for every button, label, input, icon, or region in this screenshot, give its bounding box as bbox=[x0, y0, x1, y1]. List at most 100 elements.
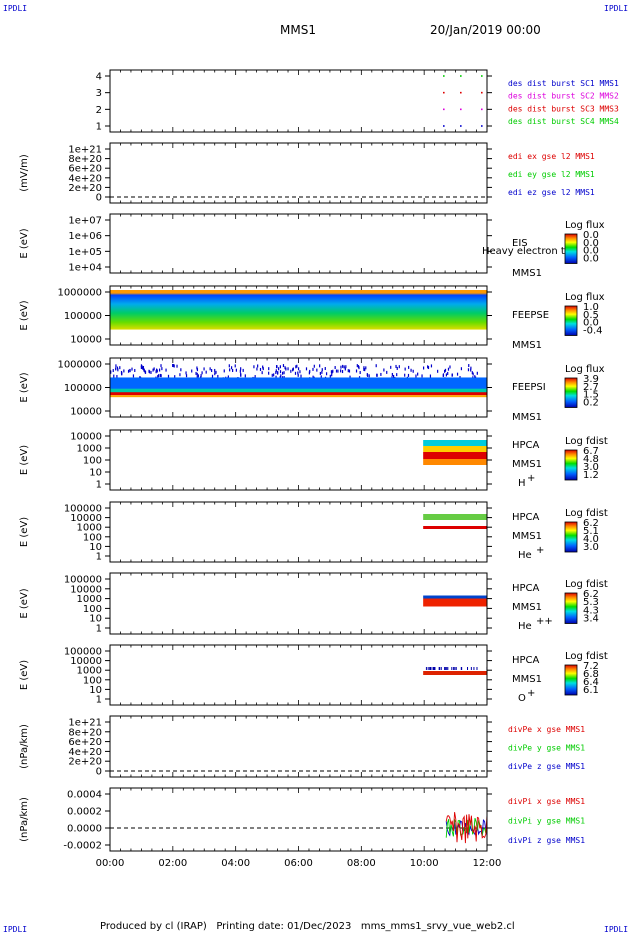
colorbar-tick-label: 5.1 bbox=[583, 526, 599, 537]
feepsi-band-orange bbox=[110, 395, 487, 398]
feepsi-speck bbox=[196, 375, 198, 379]
y-tick-label: 1 bbox=[96, 122, 102, 133]
x-tick-label: 08:00 bbox=[347, 858, 376, 869]
feepsi-speck bbox=[200, 374, 202, 378]
feepsi-speck bbox=[131, 367, 133, 371]
hpca-band bbox=[423, 459, 487, 465]
y-tick-label: 1 bbox=[96, 552, 102, 563]
panel-frame bbox=[109, 715, 488, 778]
feepsi-speck bbox=[376, 373, 378, 377]
feepsi-speck bbox=[214, 368, 216, 372]
x-axis-labels: 00:00 02:00 04:00 06:00 08:00 10:00 12:00 bbox=[96, 858, 502, 869]
legend-entry: edi ex gse l2 MMS1 bbox=[508, 152, 595, 161]
feepsi-speck bbox=[444, 368, 447, 372]
hpca-speck bbox=[473, 667, 475, 670]
colorbar-tick-label: 4.3 bbox=[583, 605, 599, 616]
burst-mark bbox=[481, 91, 483, 94]
spacecraft-label: MMS1 bbox=[512, 268, 542, 279]
colorbar-tick-label: 1.0 bbox=[583, 302, 599, 313]
feepsi-speck bbox=[468, 364, 470, 368]
legend-entry: divPe z gse MMS1 bbox=[508, 762, 585, 771]
feepsi-speck bbox=[174, 375, 176, 379]
feepsi-speck bbox=[467, 368, 470, 372]
colorbar-tick-label: -0.4 bbox=[583, 326, 603, 337]
feepsi-speck bbox=[348, 369, 351, 373]
legend-entry: divPi z gse MMS1 bbox=[508, 836, 585, 845]
feepsi-speck bbox=[123, 369, 125, 373]
feepsi-speck bbox=[110, 370, 112, 374]
colorbar-tick-label: 0.0 bbox=[583, 238, 599, 249]
feepsi-speck bbox=[296, 364, 298, 368]
corner-label-tl: IPDLI bbox=[3, 4, 27, 13]
y-tick-label: 1000000 bbox=[57, 360, 102, 371]
y-tick-label: 1000 bbox=[77, 594, 102, 605]
feepsi-speck bbox=[161, 367, 163, 371]
species-label: O bbox=[518, 693, 526, 704]
feepsi-speck bbox=[319, 371, 321, 375]
hpca-speck bbox=[467, 667, 469, 670]
feepsi-speck bbox=[185, 371, 187, 375]
hpca-speck bbox=[439, 667, 441, 670]
feepsi-speck bbox=[325, 372, 328, 376]
feepsi-band-blue bbox=[110, 377, 487, 392]
x-tick-label: 06:00 bbox=[284, 858, 313, 869]
panel-frame bbox=[109, 644, 488, 706]
feepsi-speck bbox=[395, 364, 397, 368]
feepsi-speck bbox=[280, 374, 282, 378]
feepsi-speck bbox=[375, 364, 377, 368]
feepsi-speck bbox=[321, 368, 323, 372]
feepsi-speck bbox=[119, 366, 121, 370]
colorbar-title: Log flux bbox=[565, 220, 605, 231]
hpca-speck bbox=[425, 667, 427, 670]
hpca-speck bbox=[427, 667, 429, 670]
feepsi-speck bbox=[305, 367, 308, 371]
feepsi-speck bbox=[343, 365, 345, 369]
feepsi-speck bbox=[297, 371, 299, 375]
feepsi-speck bbox=[235, 368, 237, 372]
feepsi-speck bbox=[342, 364, 344, 368]
feepsi-speck bbox=[197, 374, 199, 378]
feepsi-speck bbox=[159, 368, 161, 372]
colorbar bbox=[564, 233, 578, 264]
colorbar-tick-label: 1.5 bbox=[583, 390, 599, 401]
y-tick-label: 100 bbox=[83, 604, 102, 615]
colorbar-tick-label: 0.0 bbox=[583, 230, 599, 241]
y-tick-label: 1e+06 bbox=[68, 231, 102, 242]
instrument-label: FEEPSE bbox=[512, 310, 549, 321]
hpca-speck bbox=[446, 667, 448, 670]
feepsi-band-cyan bbox=[110, 388, 487, 393]
feepsi-speck bbox=[391, 372, 393, 376]
feepsi-speck bbox=[132, 374, 135, 378]
feepsi-speck bbox=[150, 370, 152, 374]
y-tick-label: 0 bbox=[96, 193, 102, 204]
feepsi-speck bbox=[308, 371, 310, 375]
feepsi-speck bbox=[295, 365, 297, 369]
feepsi-speck bbox=[112, 369, 114, 373]
feepsi-speck bbox=[217, 374, 219, 378]
legend-entry: divPe y gse MMS1 bbox=[508, 744, 585, 753]
feepsi-speck bbox=[472, 372, 474, 376]
hpca-speck bbox=[451, 667, 453, 670]
feepsi-speck bbox=[253, 365, 255, 369]
colorbar-tick-label: 4.0 bbox=[583, 534, 599, 545]
colorbar-tick-label: 0.0 bbox=[583, 246, 599, 257]
feepsi-speck bbox=[447, 367, 450, 371]
y-tick-label: 1e+04 bbox=[68, 263, 102, 274]
corner-label-tr: IPDLI bbox=[604, 4, 628, 13]
feepsi-speck bbox=[242, 368, 244, 372]
divpi-series-1 bbox=[445, 817, 488, 838]
hpca-speck bbox=[444, 667, 446, 670]
colorbar-tick-label: 6.2 bbox=[583, 589, 599, 600]
feepsi-speck bbox=[347, 369, 349, 373]
colorbar-tick-label: 0.0 bbox=[583, 318, 599, 329]
feepsi-speck bbox=[292, 368, 294, 372]
feepsi-speck bbox=[279, 365, 281, 369]
feepsi-speck bbox=[203, 367, 205, 371]
burst-mark bbox=[443, 125, 445, 127]
panel-frame bbox=[109, 787, 488, 852]
feepsi-speck bbox=[345, 365, 347, 369]
feepse-top-band bbox=[110, 290, 487, 293]
